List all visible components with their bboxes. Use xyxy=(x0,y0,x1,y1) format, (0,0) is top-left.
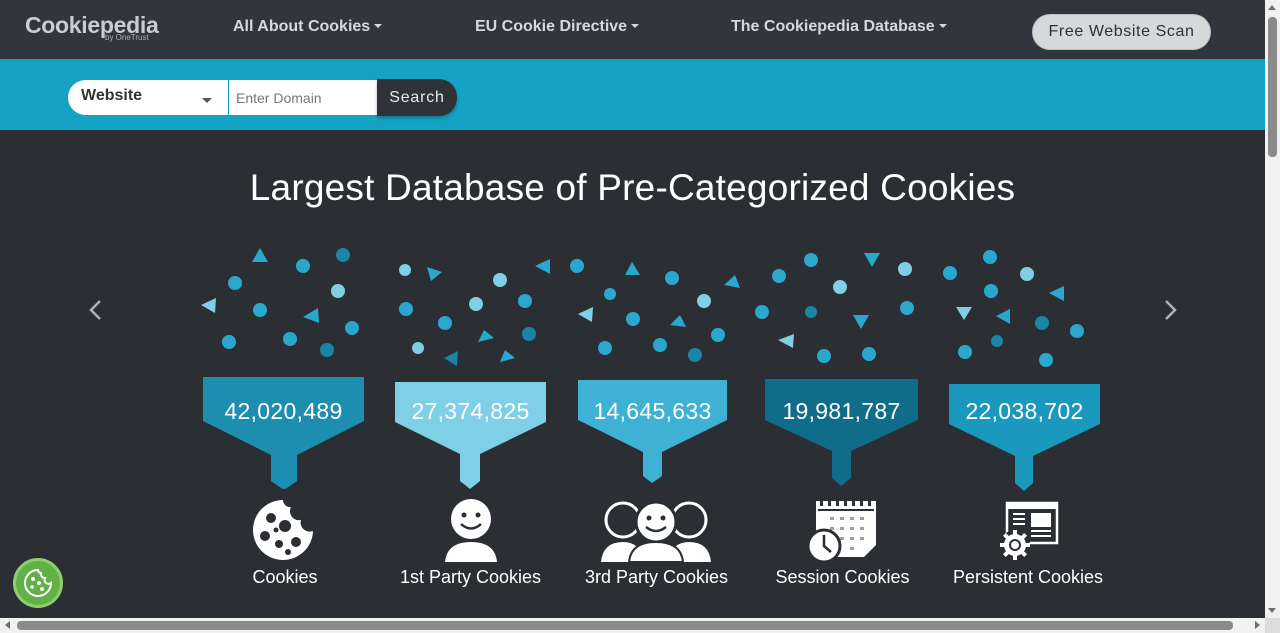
funnel-shape xyxy=(765,379,918,486)
search-type-select[interactable]: Website xyxy=(68,80,228,115)
document-gear-icon xyxy=(1000,501,1059,560)
scrollbar-corner xyxy=(1265,618,1280,633)
cookie-settings-button[interactable] xyxy=(13,558,63,608)
stat-value: 14,645,633 xyxy=(593,398,712,424)
nav-label: The Cookiepedia Database xyxy=(731,18,935,35)
site-logo[interactable]: Cookiepedia by OneTrust xyxy=(25,12,159,42)
stat-funnel-1st-party: 27,374,825 xyxy=(395,382,546,489)
scroll-down-arrow[interactable] xyxy=(1268,608,1276,613)
page-title: Largest Database of Pre-Categorized Cook… xyxy=(249,167,1016,208)
top-navbar: Cookiepedia by OneTrust All About Cookie… xyxy=(0,0,1265,59)
stat-funnel-3rd-party: 14,645,633 xyxy=(578,380,727,483)
logo-subtext: by OneTrust xyxy=(105,33,149,42)
stat-label-session: Session Cookies xyxy=(775,567,910,587)
funnel-shape xyxy=(578,380,727,483)
stat-funnel-cookies: 42,020,489 xyxy=(203,377,364,489)
scroll-thumb[interactable] xyxy=(1268,17,1277,157)
single-person-icon xyxy=(445,499,497,562)
calendar-clock-icon xyxy=(806,498,876,563)
scroll-left-arrow[interactable] xyxy=(5,621,10,629)
stat-value: 22,038,702 xyxy=(965,398,1084,424)
stat-label-1st-party: 1st Party Cookies xyxy=(399,567,542,587)
scroll-thumb[interactable] xyxy=(17,621,1233,630)
group-people-icon xyxy=(601,500,711,563)
chevron-left-icon xyxy=(89,300,101,320)
nav-cookiepedia-database[interactable]: The Cookiepedia Database xyxy=(731,18,947,36)
horizontal-scrollbar[interactable] xyxy=(0,618,1265,633)
funnel-shape xyxy=(203,377,364,489)
funnel-shape xyxy=(949,384,1100,491)
stat-funnel-session: 19,981,787 xyxy=(765,379,918,486)
logo-text: Cookiepedia xyxy=(25,12,159,38)
funnel-shape xyxy=(395,382,546,489)
free-website-scan-button[interactable]: Free Website Scan xyxy=(1032,14,1211,50)
chevron-right-icon xyxy=(1165,300,1177,320)
stat-label-cookies: Cookies xyxy=(252,567,318,587)
scroll-right-arrow[interactable] xyxy=(1255,621,1260,629)
nav-all-about-cookies[interactable]: All About Cookies xyxy=(233,18,383,36)
select-value: Website xyxy=(81,87,143,104)
caret-down-icon xyxy=(631,24,640,28)
caret-down-icon xyxy=(938,24,947,28)
caret-down-icon xyxy=(374,24,383,28)
scroll-up-arrow[interactable] xyxy=(1268,5,1276,10)
nav-label: All About Cookies xyxy=(233,18,371,35)
vertical-scrollbar[interactable] xyxy=(1265,0,1280,618)
nav-label: EU Cookie Directive xyxy=(475,18,628,35)
stat-funnel-persistent: 22,038,702 xyxy=(949,384,1100,491)
stat-value: 27,374,825 xyxy=(411,398,530,424)
stat-value: 19,981,787 xyxy=(782,398,901,424)
stat-value: 42,020,489 xyxy=(224,398,343,424)
carousel-prev-button[interactable] xyxy=(86,298,106,322)
decorative-particles xyxy=(201,248,1084,367)
cookie-icon xyxy=(253,500,313,560)
nav-eu-cookie-directive[interactable]: EU Cookie Directive xyxy=(475,18,640,36)
cookie-icon xyxy=(24,568,53,597)
stat-label-persistent: Persistent Cookies xyxy=(952,567,1104,587)
chevron-down-icon xyxy=(202,98,212,103)
domain-input[interactable] xyxy=(229,80,377,115)
carousel-next-button[interactable] xyxy=(1160,298,1180,322)
stat-label-3rd-party: 3rd Party Cookies xyxy=(584,567,729,587)
search-button[interactable]: Search xyxy=(377,79,457,116)
